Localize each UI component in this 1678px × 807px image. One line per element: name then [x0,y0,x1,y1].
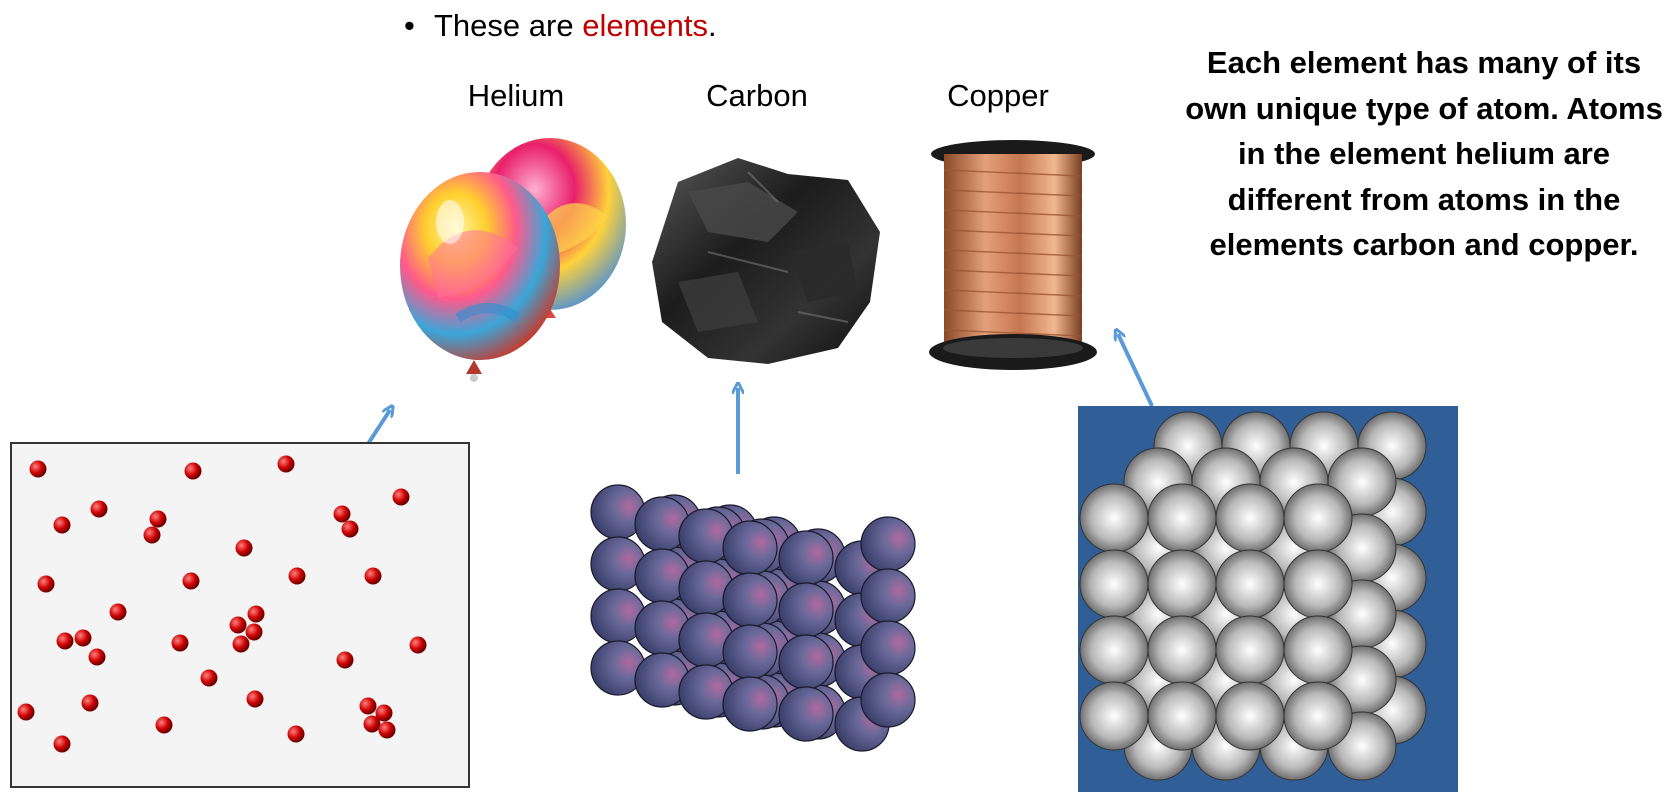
copper-atom-front [1215,549,1285,619]
helium-atom [81,694,99,712]
carbon-atom [778,582,834,638]
carbon-atom [778,634,834,690]
carbon-atom [722,676,778,732]
helium-atom [359,697,377,715]
spool-icon [929,140,1097,370]
copper-atom-front [1147,681,1217,751]
highlight-elements: elements [582,8,708,43]
carbon-atom [722,520,778,576]
helium-atom [375,704,393,722]
copper-atom-front [1283,549,1353,619]
helium-atom [245,623,263,641]
bullet-dot: • [404,8,415,43]
helium-atoms-box [10,442,470,788]
helium-atom [88,648,106,666]
helium-atom [341,520,359,538]
carbon-atom [860,568,916,624]
copper-atom-front [1079,681,1149,751]
copper-atom-front [1215,615,1285,685]
helium-atom [392,488,410,506]
copper-atom-front [1283,681,1353,751]
carbon-atom [860,620,916,676]
carbon-atom [722,572,778,628]
helium-atom [336,651,354,669]
helium-atom [184,462,202,480]
helium-atom [74,629,92,647]
helium-atom [90,500,108,518]
helium-atom [229,616,247,634]
copper-atom-front [1079,549,1149,619]
copper-atoms-lattice [1078,406,1458,792]
coal-icon [652,158,880,364]
copper-atom-front [1215,483,1285,553]
helium-atoms-diagram [10,442,470,788]
explanation-text: Each element has many of its own unique … [1185,45,1663,262]
helium-atom [29,460,47,478]
copper-spool-picture [928,136,1098,382]
copper-atom-front [1215,681,1285,751]
copper-atom-front [1283,483,1353,553]
bullet-prefix: These are [434,8,583,43]
helium-atom [246,690,264,708]
copper-atom-front [1283,615,1353,685]
helium-atom [17,703,35,721]
helium-atom [155,716,173,734]
carbon-atom [722,624,778,680]
helium-atom [277,455,295,473]
helium-atom [288,567,306,585]
carbon-atoms-diagram [588,470,958,800]
helium-atom [143,526,161,544]
label-copper: Copper [947,78,1049,113]
helium-atom [149,510,167,528]
helium-atom [171,634,189,652]
helium-atom [56,632,74,650]
helium-atom [247,605,265,623]
helium-balloons-picture [388,138,646,396]
helium-atom [200,669,218,687]
balloons-icon [400,138,626,382]
helium-atom [409,636,427,654]
helium-atom [235,539,253,557]
helium-atom [232,635,250,653]
carbon-atom [778,686,834,742]
carbon-atom [860,672,916,728]
copper-atom-front [1147,549,1217,619]
carbon-atom [778,530,834,586]
copper-atoms-diagram [1078,406,1458,792]
copper-atom-front [1079,483,1149,553]
helium-atom [53,516,71,534]
helium-atom [378,721,396,739]
copper-atom-front [1147,615,1217,685]
helium-atom [333,505,351,523]
copper-atom-front [1147,483,1217,553]
helium-atom [364,567,382,585]
carbon-atom [860,516,916,572]
helium-atom [287,725,305,743]
helium-atom [363,715,381,733]
helium-atom [37,575,55,593]
carbon-coal-picture [648,152,883,377]
copper-atom-front [1079,615,1149,685]
label-helium: Helium [467,78,565,113]
helium-atom [109,603,127,621]
label-carbon: Carbon [706,78,808,113]
bullet-suffix: . [708,8,717,43]
bullet-text: • These are elements. [404,4,717,48]
arrow-copper [1118,334,1154,407]
carbon-atoms-lattice [590,484,916,752]
helium-atom [53,735,71,753]
helium-atom [182,572,200,590]
